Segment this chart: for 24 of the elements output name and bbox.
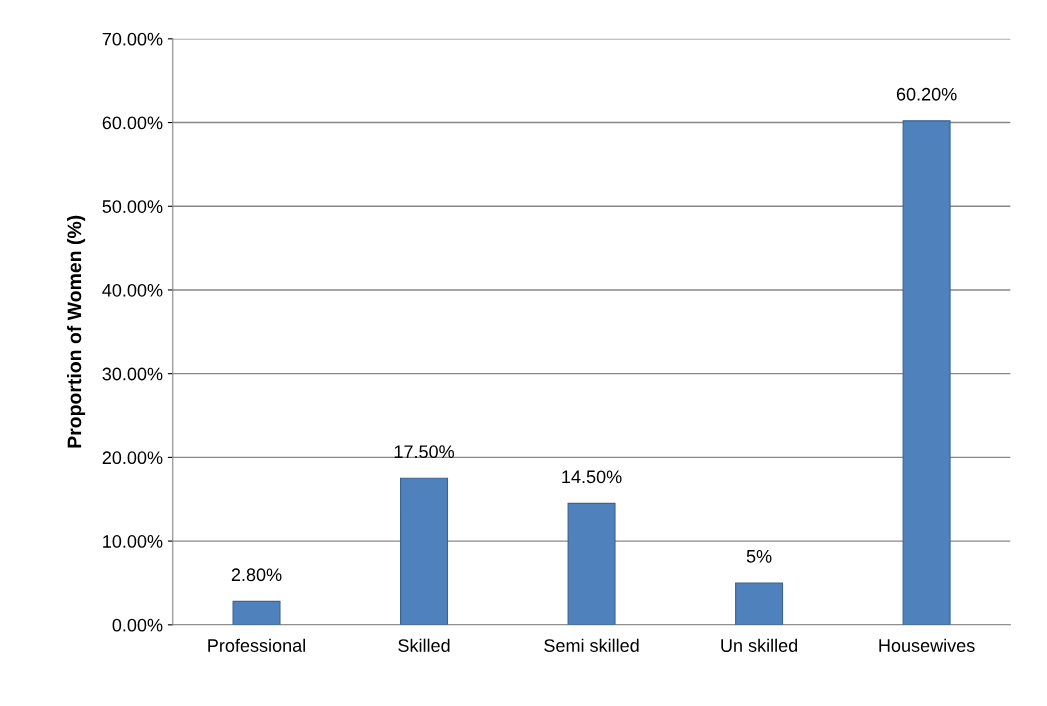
bar [902,120,951,625]
bar [567,502,616,625]
data-label: 2.80% [231,568,282,582]
data-label: 60.20% [896,87,957,101]
bar [400,477,449,625]
x-tick-label: Professional [208,638,305,652]
data-label: 5% [746,550,772,563]
x-tick-label: Semi skilled [544,638,639,652]
y-axis-title: Proportion of Women (%) [67,215,86,448]
x-tick-label: Housewives [879,638,975,652]
data-label: 17.50% [394,445,455,459]
data-label: 14.50% [562,470,622,484]
y-tick-label: 10.00% [103,535,163,548]
x-tick-label: Un skilled [721,638,798,652]
y-tick-label: 70.00% [102,32,163,46]
y-tick-label: 40.00% [102,283,163,297]
bar [735,582,784,625]
y-tick-label: 30.00% [102,367,163,381]
x-tick-label: Skilled [398,638,450,652]
y-tick-label: 20.00% [102,451,163,465]
bar [232,600,281,625]
y-tick-label: 50.00% [102,200,163,213]
y-tick-label: 0.00% [112,618,163,632]
y-tick-label: 60.00% [102,116,163,130]
